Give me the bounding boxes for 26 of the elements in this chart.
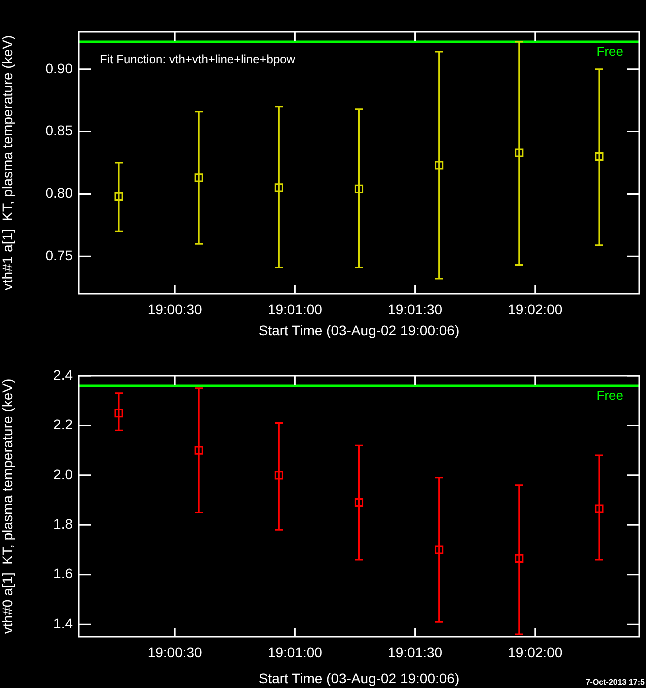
x-axis-title: Start Time (03-Aug-02 19:00:06)	[258, 322, 460, 338]
y-tick-label: 2.0	[54, 466, 74, 482]
x-tick-label: 19:01:00	[268, 301, 323, 318]
y-tick-label: 0.90	[46, 60, 74, 76]
y-tick-label: 1.8	[54, 516, 74, 532]
ref-line-label: Free	[596, 44, 624, 60]
y-tick-label: 0.75	[46, 247, 74, 264]
y-tick-label: 1.4	[54, 615, 74, 632]
y-tick-label: 0.85	[46, 122, 74, 139]
x-tick-label: 19:02:00	[508, 644, 563, 660]
y-tick-label: 2.2	[54, 416, 74, 433]
text: 7-Oct-2013 17:5	[586, 678, 646, 688]
y-tick-label: 1.6	[54, 566, 74, 582]
ref-line-label: Free	[596, 388, 624, 404]
x-tick-label: 19:01:30	[388, 644, 443, 660]
x-tick-label: 19:01:00	[268, 644, 323, 660]
y-tick-label: 0.80	[46, 185, 74, 202]
x-axis-title: Start Time (03-Aug-02 19:00:06)	[258, 670, 460, 686]
x-tick-label: 19:01:30	[388, 301, 443, 318]
y-tick-label: 2.4	[54, 366, 74, 383]
y-axis-title: vth#0 a[1] KT, plasma temperature (keV)	[0, 378, 16, 634]
y-axis-title: vth#1 a[1] KT, plasma temperature (keV)	[0, 35, 16, 291]
x-tick-label: 19:00:30	[148, 644, 203, 660]
x-tick-label: 19:00:30	[148, 301, 203, 318]
x-tick-label: 19:02:00	[508, 301, 563, 318]
annotation: Fit Function: vth+vth+line+line+bpow	[100, 52, 296, 66]
